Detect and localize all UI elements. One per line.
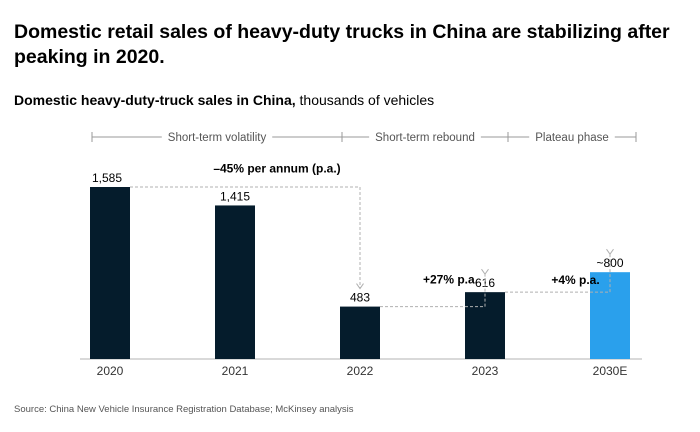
growth-connector-1 <box>130 186 361 289</box>
x-tick-label-2020: 2020 <box>97 364 124 378</box>
value-label-2030E: ~800 <box>596 256 623 270</box>
growth-arrowhead-2 <box>481 268 489 276</box>
x-tick-label-2021: 2021 <box>222 364 249 378</box>
bar-2021 <box>215 205 255 359</box>
growth-arrowhead-1 <box>356 283 364 290</box>
growth-arrowhead-3 <box>606 248 614 256</box>
value-label-2022: 483 <box>350 291 370 305</box>
phase-label-1: Short-term volatility <box>168 132 267 144</box>
chart-subtitle: Domestic heavy-duty-truck sales in China… <box>14 92 434 108</box>
bar-2020 <box>90 187 130 359</box>
x-tick-label-2022: 2022 <box>347 364 374 378</box>
value-label-2021: 1,415 <box>220 189 250 203</box>
growth-annotation-2: +27% p.a. <box>423 273 478 287</box>
x-tick-label-2023: 2023 <box>472 364 499 378</box>
value-label-2023: 616 <box>475 276 495 290</box>
headline: Domestic retail sales of heavy-duty truc… <box>14 21 670 68</box>
source-note: Source: China New Vehicle Insurance Regi… <box>14 404 354 415</box>
value-label-2020: 1,585 <box>92 171 122 185</box>
subtitle-main: Domestic heavy-duty-truck sales in China… <box>14 92 296 108</box>
growth-connector-2 <box>380 274 486 308</box>
bar-2022 <box>340 306 380 359</box>
growth-annotation-1: –45% per annum (p.a.) <box>213 161 340 175</box>
x-tick-label-2030E: 2030E <box>593 364 628 378</box>
bar-2023 <box>465 292 505 359</box>
phase-label-3: Plateau phase <box>535 132 609 144</box>
growth-annotation-3: +4% p.a. <box>551 273 599 287</box>
growth-connector-3 <box>505 254 611 293</box>
subtitle-unit: thousands of vehicles <box>299 92 435 108</box>
phase-label-2: Short-term rebound <box>375 132 475 144</box>
